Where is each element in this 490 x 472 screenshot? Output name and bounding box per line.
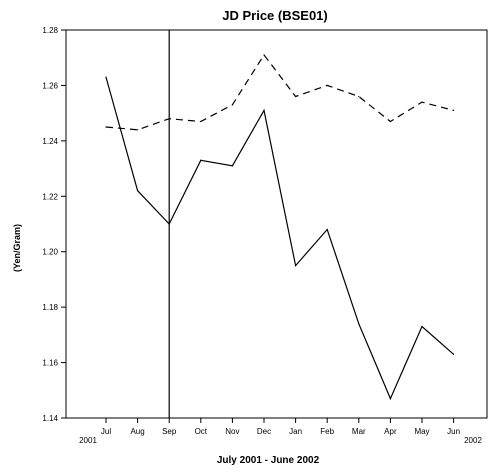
data-point: [231, 104, 233, 106]
series-dashed: [105, 53, 455, 131]
data-point: [358, 95, 360, 98]
data-point: [421, 325, 423, 328]
data-point: [326, 228, 328, 231]
x-tick-label: Jul: [101, 427, 111, 436]
data-point: [421, 101, 423, 103]
data-point: [295, 95, 297, 98]
y-tick-label: 1.28: [42, 26, 58, 35]
data-point: [105, 126, 107, 128]
data-point: [358, 323, 360, 325]
x-tick-label: Feb: [320, 427, 334, 436]
x-tick-label: Apr: [384, 427, 397, 436]
y-tick-label: 1.26: [42, 81, 58, 90]
data-point: [105, 76, 107, 78]
y-tick-label: 1.16: [42, 359, 58, 368]
y-tick-label: 1.20: [42, 248, 58, 257]
year-label-end: 2002: [464, 436, 482, 445]
x-tick-label: Jan: [289, 427, 302, 436]
data-point: [200, 120, 202, 123]
series-solid: [105, 76, 455, 401]
y-tick-label: 1.22: [42, 192, 58, 201]
x-tick-label: Jun: [447, 427, 460, 436]
plot-border: [65, 29, 488, 419]
data-point: [295, 264, 297, 267]
series-layer: [105, 53, 455, 401]
data-point: [326, 84, 328, 87]
data-point: [137, 190, 139, 192]
data-point: [263, 54, 265, 56]
y-tick-label: 1.24: [42, 137, 58, 146]
x-tick-label: May: [414, 427, 429, 436]
x-tick-label: Dec: [257, 427, 271, 436]
data-point: [137, 129, 139, 131]
x-axis: Jul Aug Sep Oct Nov Dec Jan Feb Mar Apr May Jun: [101, 418, 460, 436]
year-label-start: 2001: [79, 436, 97, 445]
y-axis-label: (Yen/Gram): [12, 224, 22, 272]
data-point: [453, 109, 455, 111]
plot-area: [65, 29, 488, 419]
y-axis: 1.14 1.16 1.18 1.20 1.22 1.24 1.26 1.28: [42, 26, 66, 423]
data-point: [231, 165, 233, 167]
chart-title: JD Price (BSE01): [222, 8, 328, 23]
data-point: [453, 353, 455, 355]
series-line-solid: [105, 76, 454, 401]
x-tick-label: Sep: [162, 427, 177, 436]
y-tick-label: 1.18: [42, 303, 58, 312]
series-line-dashed: [105, 53, 454, 131]
data-point: [389, 398, 391, 400]
x-tick-label: Oct: [195, 427, 208, 436]
data-point: [263, 109, 265, 111]
x-tick-label: Aug: [130, 427, 144, 436]
y-tick-label: 1.14: [42, 414, 58, 423]
data-point: [200, 159, 202, 161]
x-tick-label: Nov: [225, 427, 239, 436]
data-point: [389, 120, 391, 123]
x-axis-label: July 2001 - June 2002: [217, 455, 320, 466]
x-tick-label: Mar: [352, 427, 366, 436]
